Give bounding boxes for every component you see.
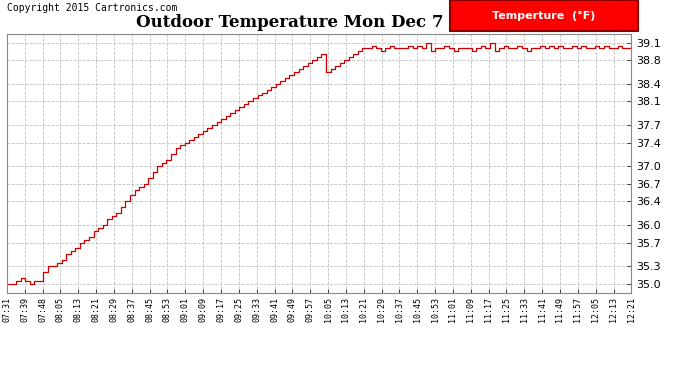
Text: Copyright 2015 Cartronics.com: Copyright 2015 Cartronics.com [7,3,177,13]
Text: Temperture  (°F): Temperture (°F) [492,10,595,21]
FancyBboxPatch shape [451,0,638,31]
Title: Outdoor Temperature Mon Dec 7 12:28: Outdoor Temperature Mon Dec 7 12:28 [136,14,502,31]
